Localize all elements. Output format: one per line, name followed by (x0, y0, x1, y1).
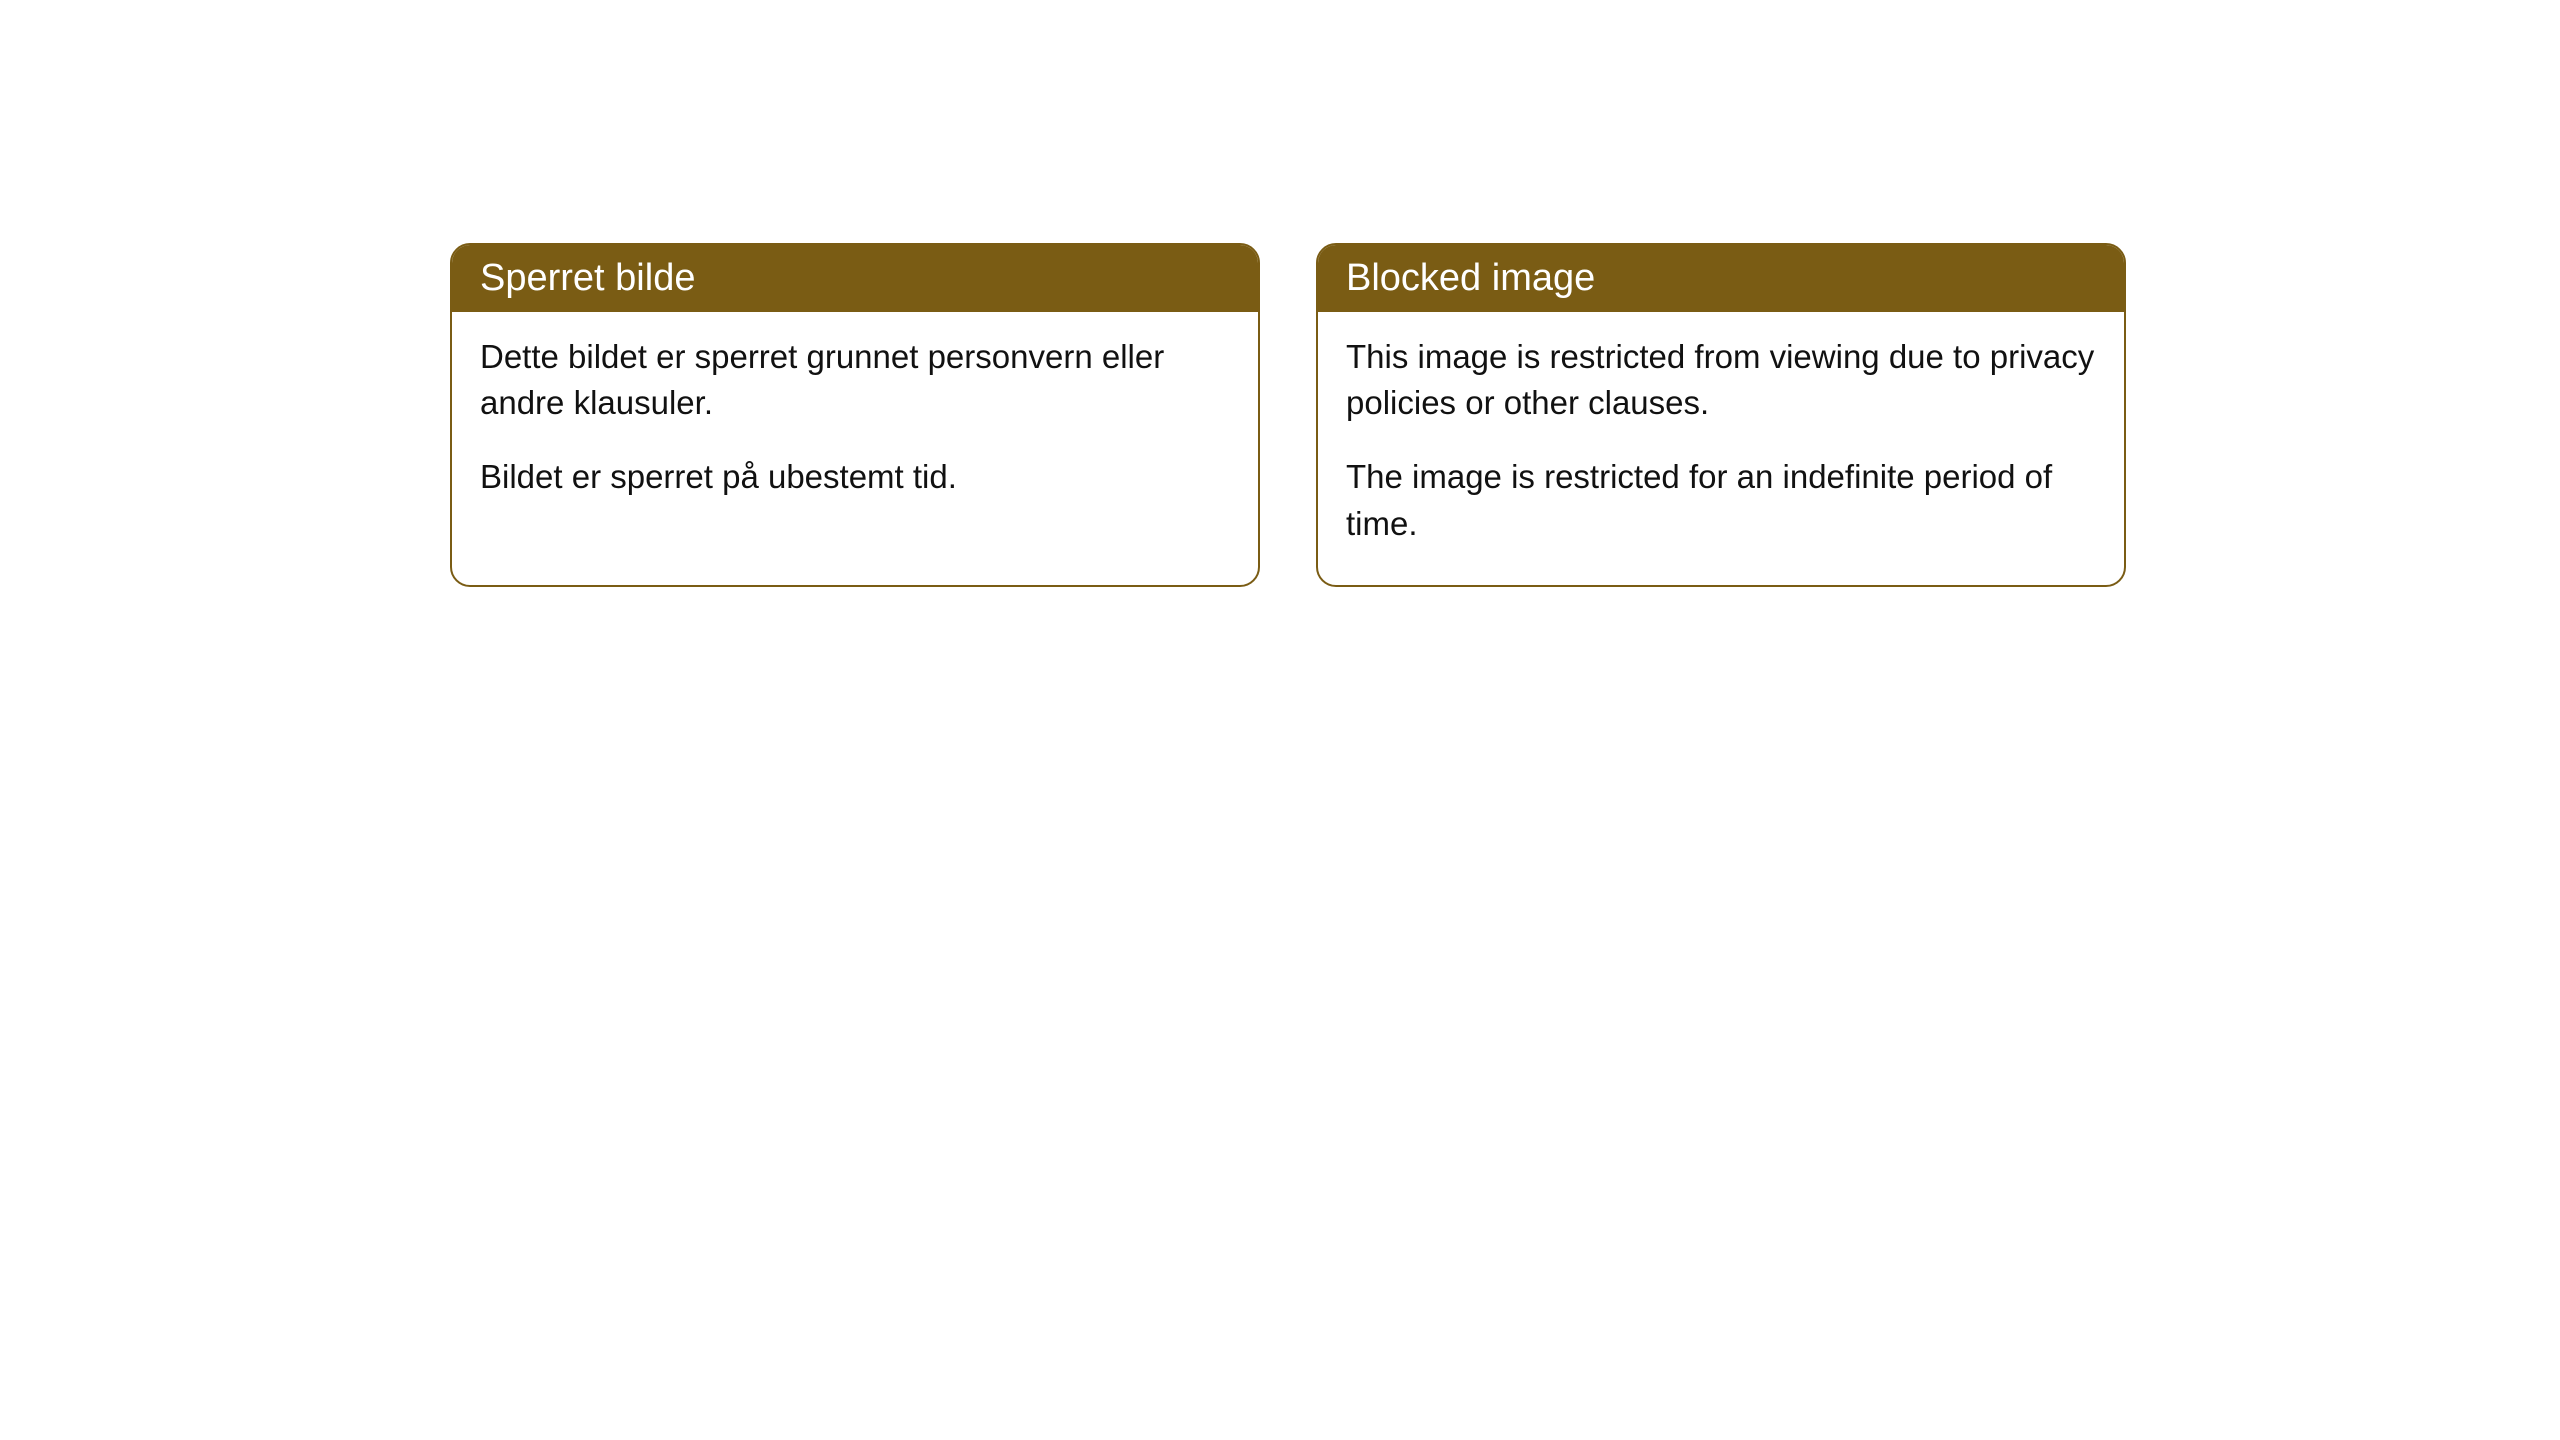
card-body-no: Dette bildet er sperret grunnet personve… (452, 312, 1258, 539)
card-paragraph: Dette bildet er sperret grunnet personve… (480, 334, 1230, 426)
card-header-no: Sperret bilde (452, 245, 1258, 312)
card-paragraph: This image is restricted from viewing du… (1346, 334, 2096, 426)
card-header-en: Blocked image (1318, 245, 2124, 312)
blocked-image-card-en: Blocked image This image is restricted f… (1316, 243, 2126, 587)
blocked-image-card-no: Sperret bilde Dette bildet er sperret gr… (450, 243, 1260, 587)
card-container: Sperret bilde Dette bildet er sperret gr… (0, 0, 2560, 587)
card-paragraph: The image is restricted for an indefinit… (1346, 454, 2096, 546)
card-body-en: This image is restricted from viewing du… (1318, 312, 2124, 585)
card-paragraph: Bildet er sperret på ubestemt tid. (480, 454, 1230, 500)
